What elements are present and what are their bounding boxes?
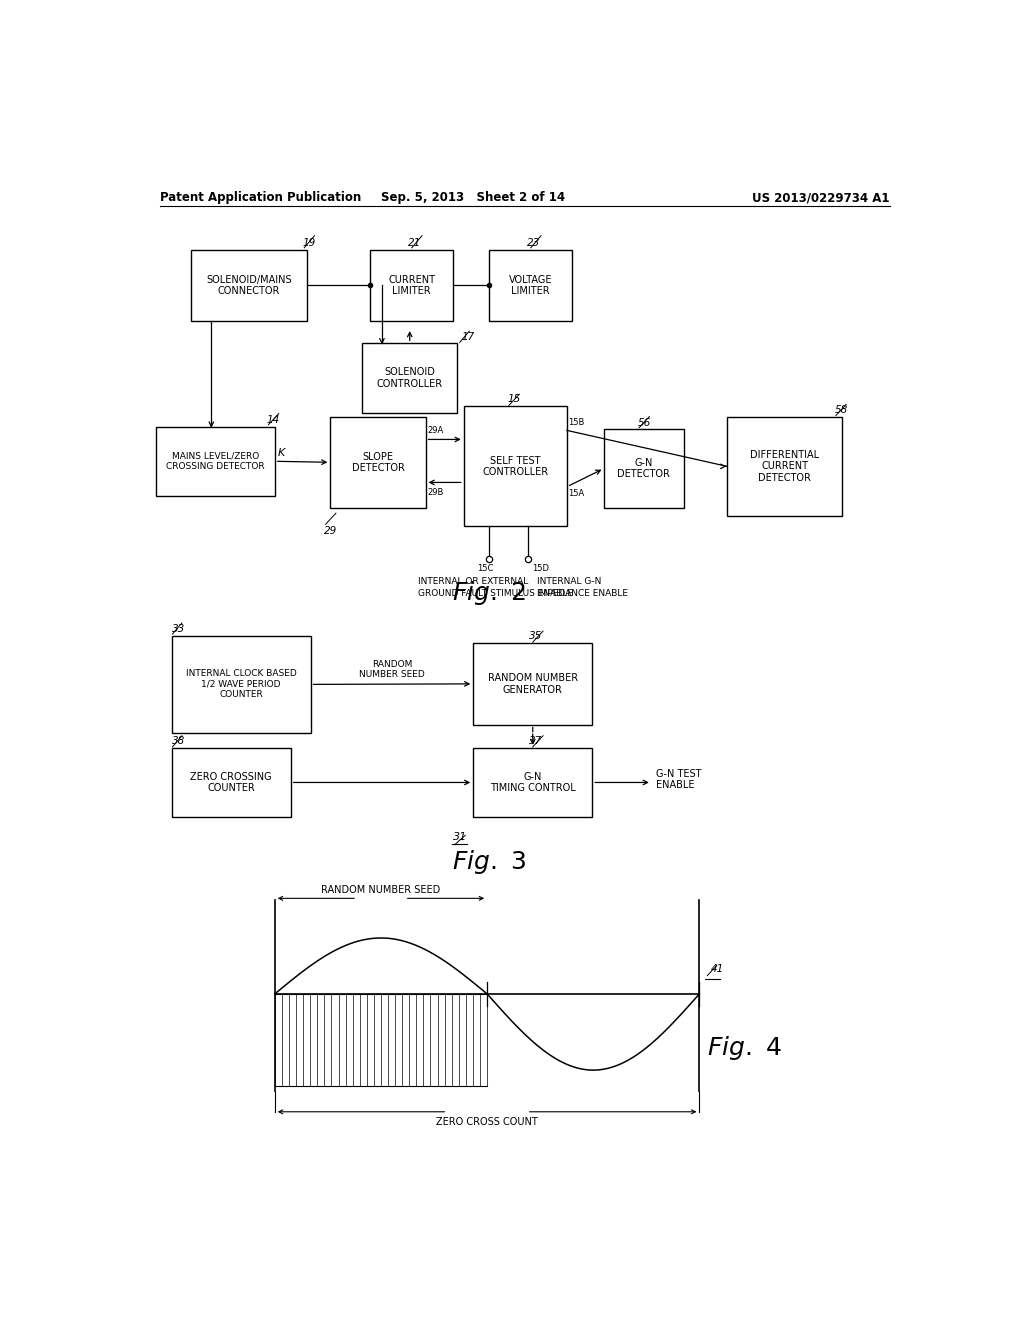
Text: 58: 58 — [835, 404, 848, 414]
Text: G-N TEST
ENABLE: G-N TEST ENABLE — [655, 768, 701, 791]
Text: 21: 21 — [408, 238, 421, 248]
Text: 15B: 15B — [568, 418, 585, 428]
Text: 17: 17 — [461, 333, 474, 342]
Bar — [370, 249, 454, 321]
Bar — [727, 417, 842, 516]
Text: 37: 37 — [528, 735, 542, 746]
Text: SELF TEST
CONTROLLER: SELF TEST CONTROLLER — [482, 455, 548, 477]
Bar — [156, 426, 274, 496]
Text: 15: 15 — [507, 395, 520, 404]
Text: INTERNAL OR EXTERNAL: INTERNAL OR EXTERNAL — [418, 577, 528, 586]
Text: 29A: 29A — [427, 426, 443, 436]
Text: Patent Application Publication: Patent Application Publication — [160, 191, 361, 205]
Text: 29: 29 — [324, 527, 337, 536]
Text: DIFFERENTIAL
CURRENT
DETECTOR: DIFFERENTIAL CURRENT DETECTOR — [751, 450, 819, 483]
Text: 38: 38 — [172, 735, 185, 746]
Bar — [473, 643, 592, 725]
Text: $\mathit{Fig.\ 3}$: $\mathit{Fig.\ 3}$ — [452, 847, 526, 875]
Text: GROUND FAULT STIMULUS ENABLE: GROUND FAULT STIMULUS ENABLE — [418, 589, 573, 598]
Text: SLOPE
DETECTOR: SLOPE DETECTOR — [351, 451, 404, 473]
Bar — [331, 417, 426, 508]
Text: RANDOM NUMBER SEED: RANDOM NUMBER SEED — [322, 886, 440, 895]
Text: 15A: 15A — [568, 488, 585, 498]
Text: MAINS LEVEL/ZERO
CROSSING DETECTOR: MAINS LEVEL/ZERO CROSSING DETECTOR — [166, 451, 264, 471]
Text: RANDOM
NUMBER SEED: RANDOM NUMBER SEED — [359, 660, 425, 680]
Text: 35: 35 — [528, 631, 542, 642]
Text: ZERO CROSSING
COUNTER: ZERO CROSSING COUNTER — [190, 772, 272, 793]
Bar — [464, 407, 567, 527]
Text: 29B: 29B — [427, 487, 443, 496]
Text: Sep. 5, 2013   Sheet 2 of 14: Sep. 5, 2013 Sheet 2 of 14 — [381, 191, 565, 205]
Text: G-N
TIMING CONTROL: G-N TIMING CONTROL — [489, 772, 575, 793]
Text: 23: 23 — [526, 238, 540, 248]
Text: 41: 41 — [712, 964, 725, 974]
Bar — [362, 343, 458, 412]
Text: 14: 14 — [267, 414, 281, 425]
Text: SOLENOID/MAINS
CONNECTOR: SOLENOID/MAINS CONNECTOR — [206, 275, 292, 296]
Text: $\mathit{Fig.\ 4}$: $\mathit{Fig.\ 4}$ — [708, 1034, 782, 1061]
Text: INTERNAL CLOCK BASED
1/2 WAVE PERIOD
COUNTER: INTERNAL CLOCK BASED 1/2 WAVE PERIOD COU… — [185, 669, 297, 700]
Text: IMPEDANCE ENABLE: IMPEDANCE ENABLE — [538, 589, 628, 598]
Text: 15D: 15D — [531, 564, 549, 573]
Bar — [172, 636, 310, 733]
Text: $\mathit{Fig.\ 2}$: $\mathit{Fig.\ 2}$ — [453, 579, 526, 607]
Text: VOLTAGE
LIMITER: VOLTAGE LIMITER — [509, 275, 553, 296]
Bar — [604, 429, 684, 508]
Bar — [191, 249, 306, 321]
Bar — [489, 249, 572, 321]
Text: INTERNAL G-N: INTERNAL G-N — [538, 577, 601, 586]
Text: ZERO CROSS COUNT: ZERO CROSS COUNT — [436, 1117, 538, 1127]
Text: 15C: 15C — [477, 564, 494, 573]
Text: RANDOM NUMBER
GENERATOR: RANDOM NUMBER GENERATOR — [487, 673, 578, 694]
Text: US 2013/0229734 A1: US 2013/0229734 A1 — [753, 191, 890, 205]
Text: K: K — [278, 449, 286, 458]
Text: 31: 31 — [454, 833, 468, 842]
Text: SOLENOID
CONTROLLER: SOLENOID CONTROLLER — [377, 367, 442, 389]
Bar — [473, 748, 592, 817]
Text: G-N
DETECTOR: G-N DETECTOR — [617, 458, 671, 479]
Text: 33: 33 — [172, 624, 185, 634]
Text: CURRENT
LIMITER: CURRENT LIMITER — [388, 275, 435, 296]
Text: 19: 19 — [303, 238, 315, 248]
Bar — [172, 748, 291, 817]
Text: 56: 56 — [638, 417, 650, 428]
